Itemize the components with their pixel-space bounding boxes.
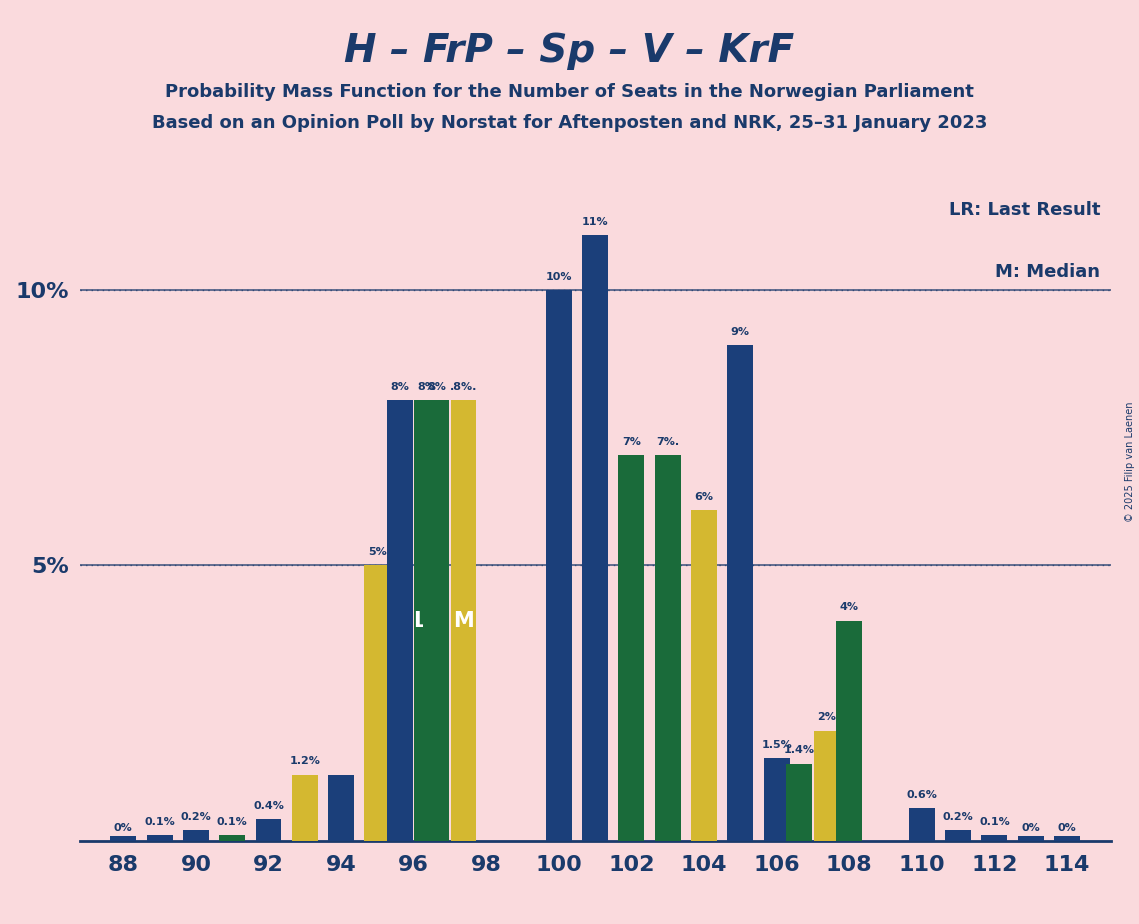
Text: 7%: 7% xyxy=(622,437,641,447)
Text: 5%: 5% xyxy=(368,547,387,557)
Text: 8%: 8% xyxy=(391,382,410,392)
Bar xyxy=(415,400,440,841)
Text: LR: Last Result: LR: Last Result xyxy=(949,201,1100,219)
Text: 8%: 8% xyxy=(418,382,436,392)
Bar xyxy=(219,835,245,841)
Text: .8%.: .8%. xyxy=(450,382,477,392)
Bar xyxy=(909,808,935,841)
Text: 7%.: 7%. xyxy=(656,437,679,447)
Text: 6%: 6% xyxy=(695,492,713,502)
Text: 10%: 10% xyxy=(546,272,572,282)
Bar xyxy=(763,759,789,841)
Bar xyxy=(691,510,716,841)
Text: 1.5%: 1.5% xyxy=(761,740,792,750)
Bar xyxy=(618,456,645,841)
Bar xyxy=(945,830,972,841)
Text: Based on an Opinion Poll by Norstat for Aftenposten and NRK, 25–31 January 2023: Based on an Opinion Poll by Norstat for … xyxy=(151,114,988,131)
Bar xyxy=(982,835,1007,841)
Text: 9%: 9% xyxy=(731,327,749,337)
Text: 1.4%: 1.4% xyxy=(784,746,814,756)
Bar xyxy=(1054,836,1080,841)
Text: 0%: 0% xyxy=(1058,822,1076,833)
Bar xyxy=(387,400,413,841)
Text: 2%: 2% xyxy=(817,712,836,723)
Text: 0.2%: 0.2% xyxy=(943,811,974,821)
Text: 0.1%: 0.1% xyxy=(145,817,175,827)
Text: M: Median: M: Median xyxy=(995,262,1100,281)
Bar xyxy=(364,565,391,841)
Text: 1.2%: 1.2% xyxy=(289,757,320,767)
Bar xyxy=(110,836,137,841)
Bar xyxy=(255,819,281,841)
Text: H – FrP – Sp – V – KrF: H – FrP – Sp – V – KrF xyxy=(344,32,795,70)
Bar xyxy=(546,290,572,841)
Text: 11%: 11% xyxy=(582,217,608,226)
Text: M: M xyxy=(453,611,474,630)
Text: 4%: 4% xyxy=(839,602,859,613)
Bar xyxy=(1018,836,1043,841)
Text: 0.2%: 0.2% xyxy=(180,811,211,821)
Bar xyxy=(328,774,354,841)
Bar xyxy=(786,764,812,841)
Bar xyxy=(183,830,208,841)
Text: LR: LR xyxy=(412,611,442,630)
Text: © 2025 Filip van Laenen: © 2025 Filip van Laenen xyxy=(1125,402,1134,522)
Bar xyxy=(813,731,839,841)
Text: 0%: 0% xyxy=(1022,822,1040,833)
Text: 0.1%: 0.1% xyxy=(980,817,1010,827)
Text: 8%: 8% xyxy=(427,382,445,392)
Bar xyxy=(451,400,476,841)
Bar xyxy=(147,835,172,841)
Text: 0.4%: 0.4% xyxy=(253,800,284,810)
Bar xyxy=(836,621,862,841)
Text: 0%: 0% xyxy=(114,822,132,833)
Bar xyxy=(582,235,608,841)
Bar xyxy=(424,400,449,841)
Text: Probability Mass Function for the Number of Seats in the Norwegian Parliament: Probability Mass Function for the Number… xyxy=(165,83,974,101)
Bar xyxy=(655,456,681,841)
Bar xyxy=(292,774,318,841)
Bar xyxy=(728,346,753,841)
Text: 0.6%: 0.6% xyxy=(907,789,937,799)
Text: 0.1%: 0.1% xyxy=(216,817,247,827)
